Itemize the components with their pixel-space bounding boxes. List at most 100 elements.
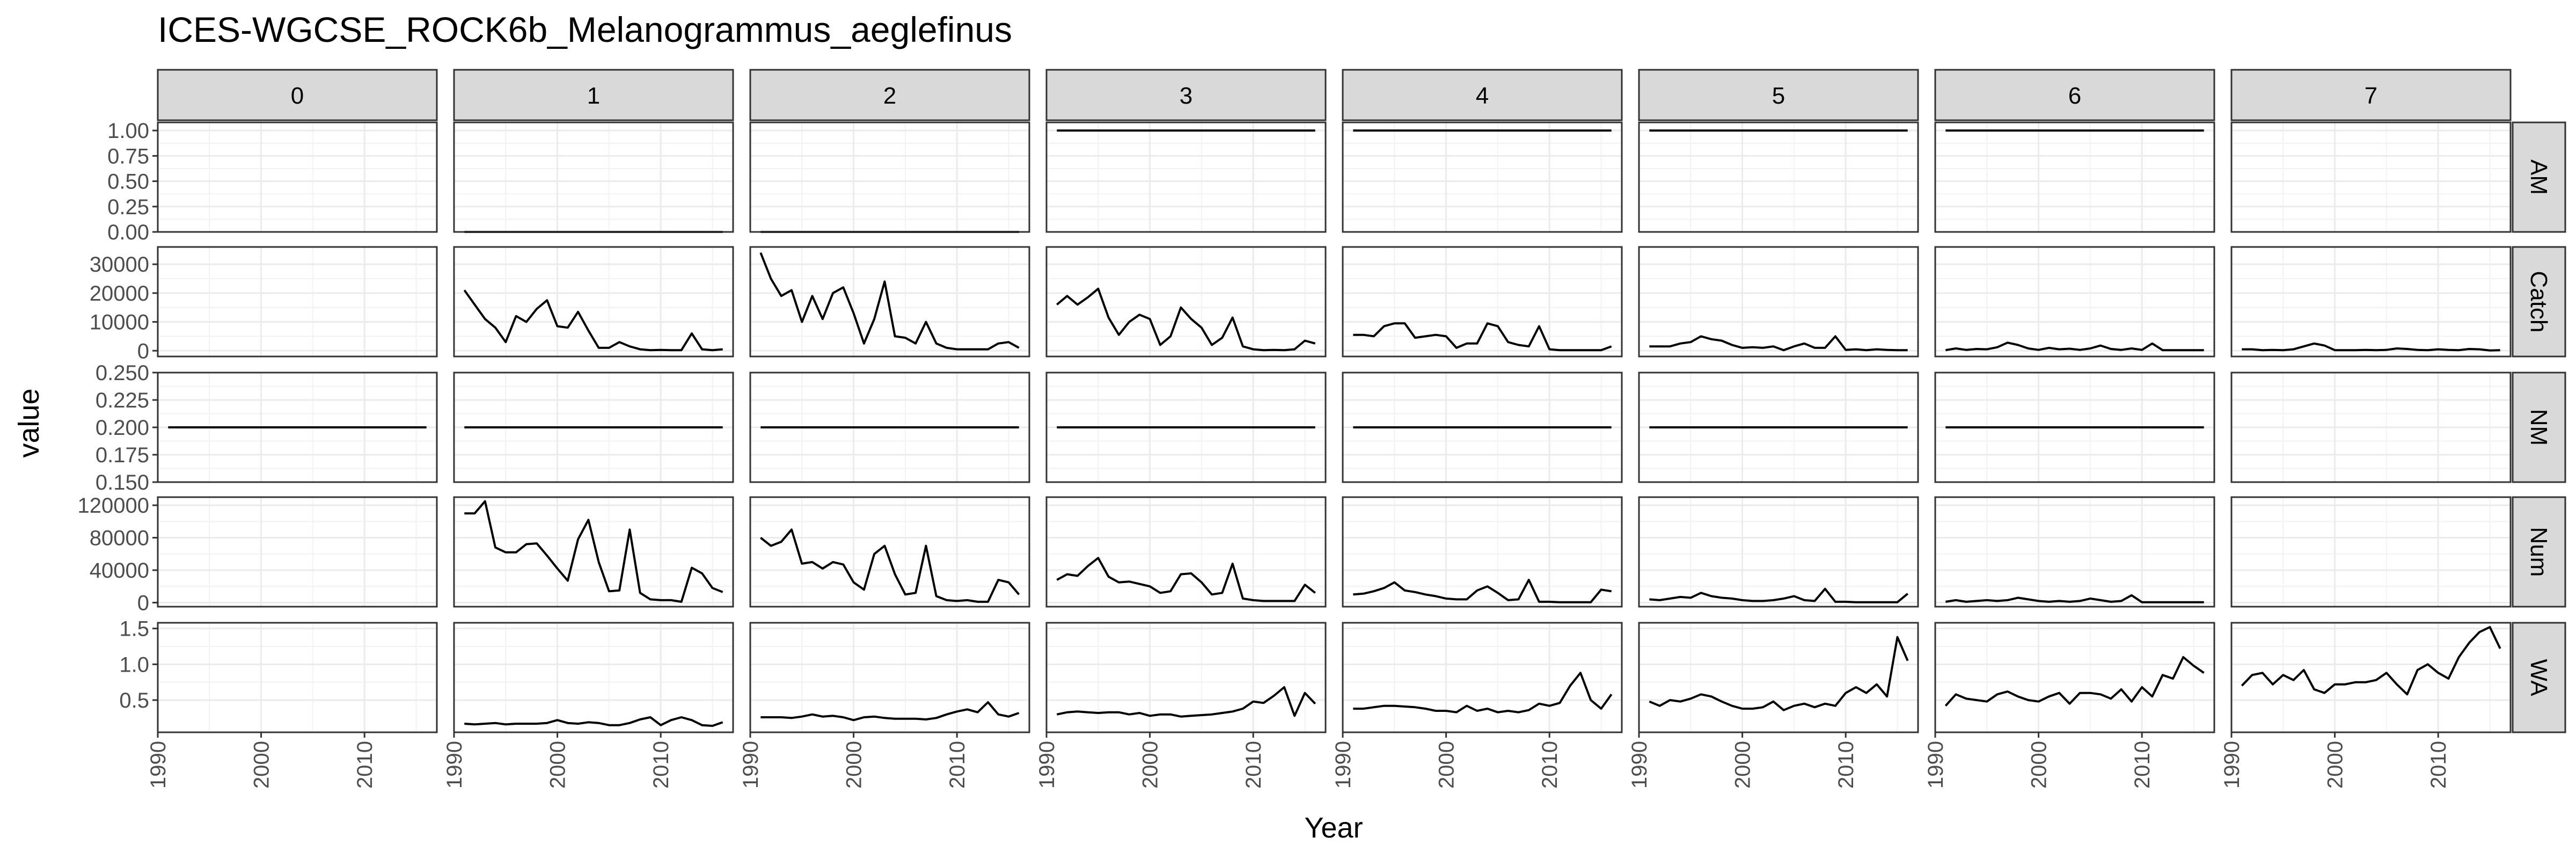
- facet-strip-column-label: 5: [1772, 83, 1785, 109]
- facet-panel: [1045, 496, 1327, 608]
- y-tick-label: 0.00: [107, 221, 149, 244]
- x-tick-label: 2010: [2131, 741, 2154, 789]
- x-tick-label: 2000: [1731, 741, 1755, 789]
- y-tick-label: 0.175: [96, 443, 149, 467]
- y-tick-label: 0.225: [96, 389, 149, 412]
- y-tick-label: 0.150: [96, 471, 149, 494]
- facet-panel: [1342, 496, 1623, 608]
- facet-grid: 0 1 2 3 4 5 6 7AM0.000.250.500.751.00Catch01000…: [78, 69, 2566, 789]
- facet-strip-column-label: 4: [1476, 83, 1489, 109]
- facet-panel: [1638, 372, 1919, 483]
- panel-border: [1342, 246, 1623, 358]
- facet-strip-column: [2230, 69, 2512, 121]
- y-tick-label: 0.200: [96, 416, 149, 440]
- x-tick-label: 2010: [1834, 741, 1858, 789]
- facet-panel: [157, 372, 438, 483]
- facet-strip-column-label: 2: [883, 83, 896, 109]
- facet-panel: [1638, 246, 1919, 358]
- panel-border: [1934, 622, 2215, 733]
- x-tick-label: 1990: [739, 741, 763, 789]
- x-tick-label: 2000: [250, 741, 274, 789]
- facet-panel: [1045, 121, 1327, 233]
- panel-border: [157, 622, 438, 733]
- panel-border: [157, 496, 438, 608]
- panel-border: [1045, 246, 1327, 358]
- series-line-WA-6: [1944, 656, 2205, 707]
- facet-panel: [1342, 246, 1623, 358]
- y-tick-label: 1.0: [119, 653, 149, 676]
- panel-border: [1638, 622, 1919, 733]
- panel-border: [2230, 372, 2512, 483]
- x-tick-label: 2000: [1435, 741, 1459, 789]
- panel-border: [2230, 622, 2512, 733]
- x-tick-label: 2000: [2324, 741, 2347, 789]
- x-tick-label: 1990: [443, 741, 466, 789]
- x-tick-label: 1990: [1924, 741, 1948, 789]
- panel-border: [1342, 372, 1623, 483]
- x-tick-label: 2010: [1538, 741, 1562, 789]
- panel-border: [2230, 496, 2512, 608]
- x-tick-label: 2010: [353, 741, 377, 789]
- x-axis-title: Year: [1304, 812, 1363, 844]
- facet-panel: [1934, 121, 2215, 233]
- facet-panel: [1934, 372, 2215, 483]
- panel-border: [157, 372, 438, 483]
- y-tick-label: 0.25: [107, 195, 149, 219]
- facet-panel: [453, 372, 734, 483]
- facet-panel: [453, 121, 734, 233]
- panel-border: [1045, 622, 1327, 733]
- x-tick-label: 1990: [1331, 741, 1355, 789]
- facet-panel: [749, 246, 1030, 358]
- y-tick-label: 30000: [90, 253, 149, 276]
- facet-strip-column: [157, 69, 438, 121]
- facet-panel: [2230, 246, 2512, 358]
- facet-panel: [1045, 246, 1327, 358]
- facet-panel: [1045, 372, 1327, 483]
- facet-strip-column: [1638, 69, 1919, 121]
- series-line-Catch-7: [2242, 342, 2500, 352]
- series-line-Catch-5: [1649, 335, 1908, 352]
- panel-border: [1045, 496, 1327, 608]
- series-line-WA-4: [1353, 672, 1613, 714]
- facet-strip-column-label: 3: [1180, 83, 1192, 109]
- x-tick-label: 1990: [1628, 741, 1651, 789]
- x-tick-label: 1990: [1035, 741, 1059, 789]
- y-tick-label: 20000: [90, 282, 149, 305]
- panel-border: [749, 246, 1030, 358]
- facet-panel: [453, 496, 734, 608]
- facet-strip-row: [2512, 496, 2566, 608]
- series-line-WA-7: [2241, 626, 2501, 696]
- panel-border: [1342, 121, 1623, 233]
- x-tick-label: 2010: [1242, 741, 1265, 789]
- facet-strip-column: [1045, 69, 1327, 121]
- panel-border: [453, 496, 734, 608]
- x-tick-label: 2000: [2028, 741, 2051, 789]
- y-tick-label: 0: [137, 339, 149, 363]
- panel-border: [1934, 246, 2215, 358]
- panel-border: [453, 121, 734, 233]
- panel-border: [1045, 372, 1327, 483]
- facet-panel: [1638, 496, 1919, 608]
- facet-panel: [157, 622, 438, 733]
- series-line-Num-6: [1945, 594, 2204, 603]
- panel-border: [1638, 496, 1919, 608]
- facet-strip-column: [1934, 69, 2215, 121]
- series-line-Num-2: [760, 528, 1020, 603]
- series-line-WA-1: [464, 716, 723, 727]
- panel-border: [1934, 496, 2215, 608]
- x-tick-label: 2000: [546, 741, 570, 789]
- facet-strip-row-label: WA: [2526, 659, 2552, 696]
- facet-strip-column-label: 0: [291, 83, 304, 109]
- panel-border: [749, 496, 1030, 608]
- facet-strip-row-label: NM: [2526, 409, 2552, 446]
- panel-border: [1045, 121, 1327, 233]
- panel-border: [1342, 496, 1623, 608]
- panel-border: [749, 372, 1030, 483]
- series-line-Catch-1: [463, 289, 723, 352]
- facet-panel: [2230, 121, 2512, 233]
- series-line-Num-4: [1353, 579, 1612, 603]
- y-tick-label: 0.5: [119, 689, 149, 712]
- panel-border: [157, 121, 438, 233]
- panel-border: [1638, 372, 1919, 483]
- facet-panel: [749, 496, 1030, 608]
